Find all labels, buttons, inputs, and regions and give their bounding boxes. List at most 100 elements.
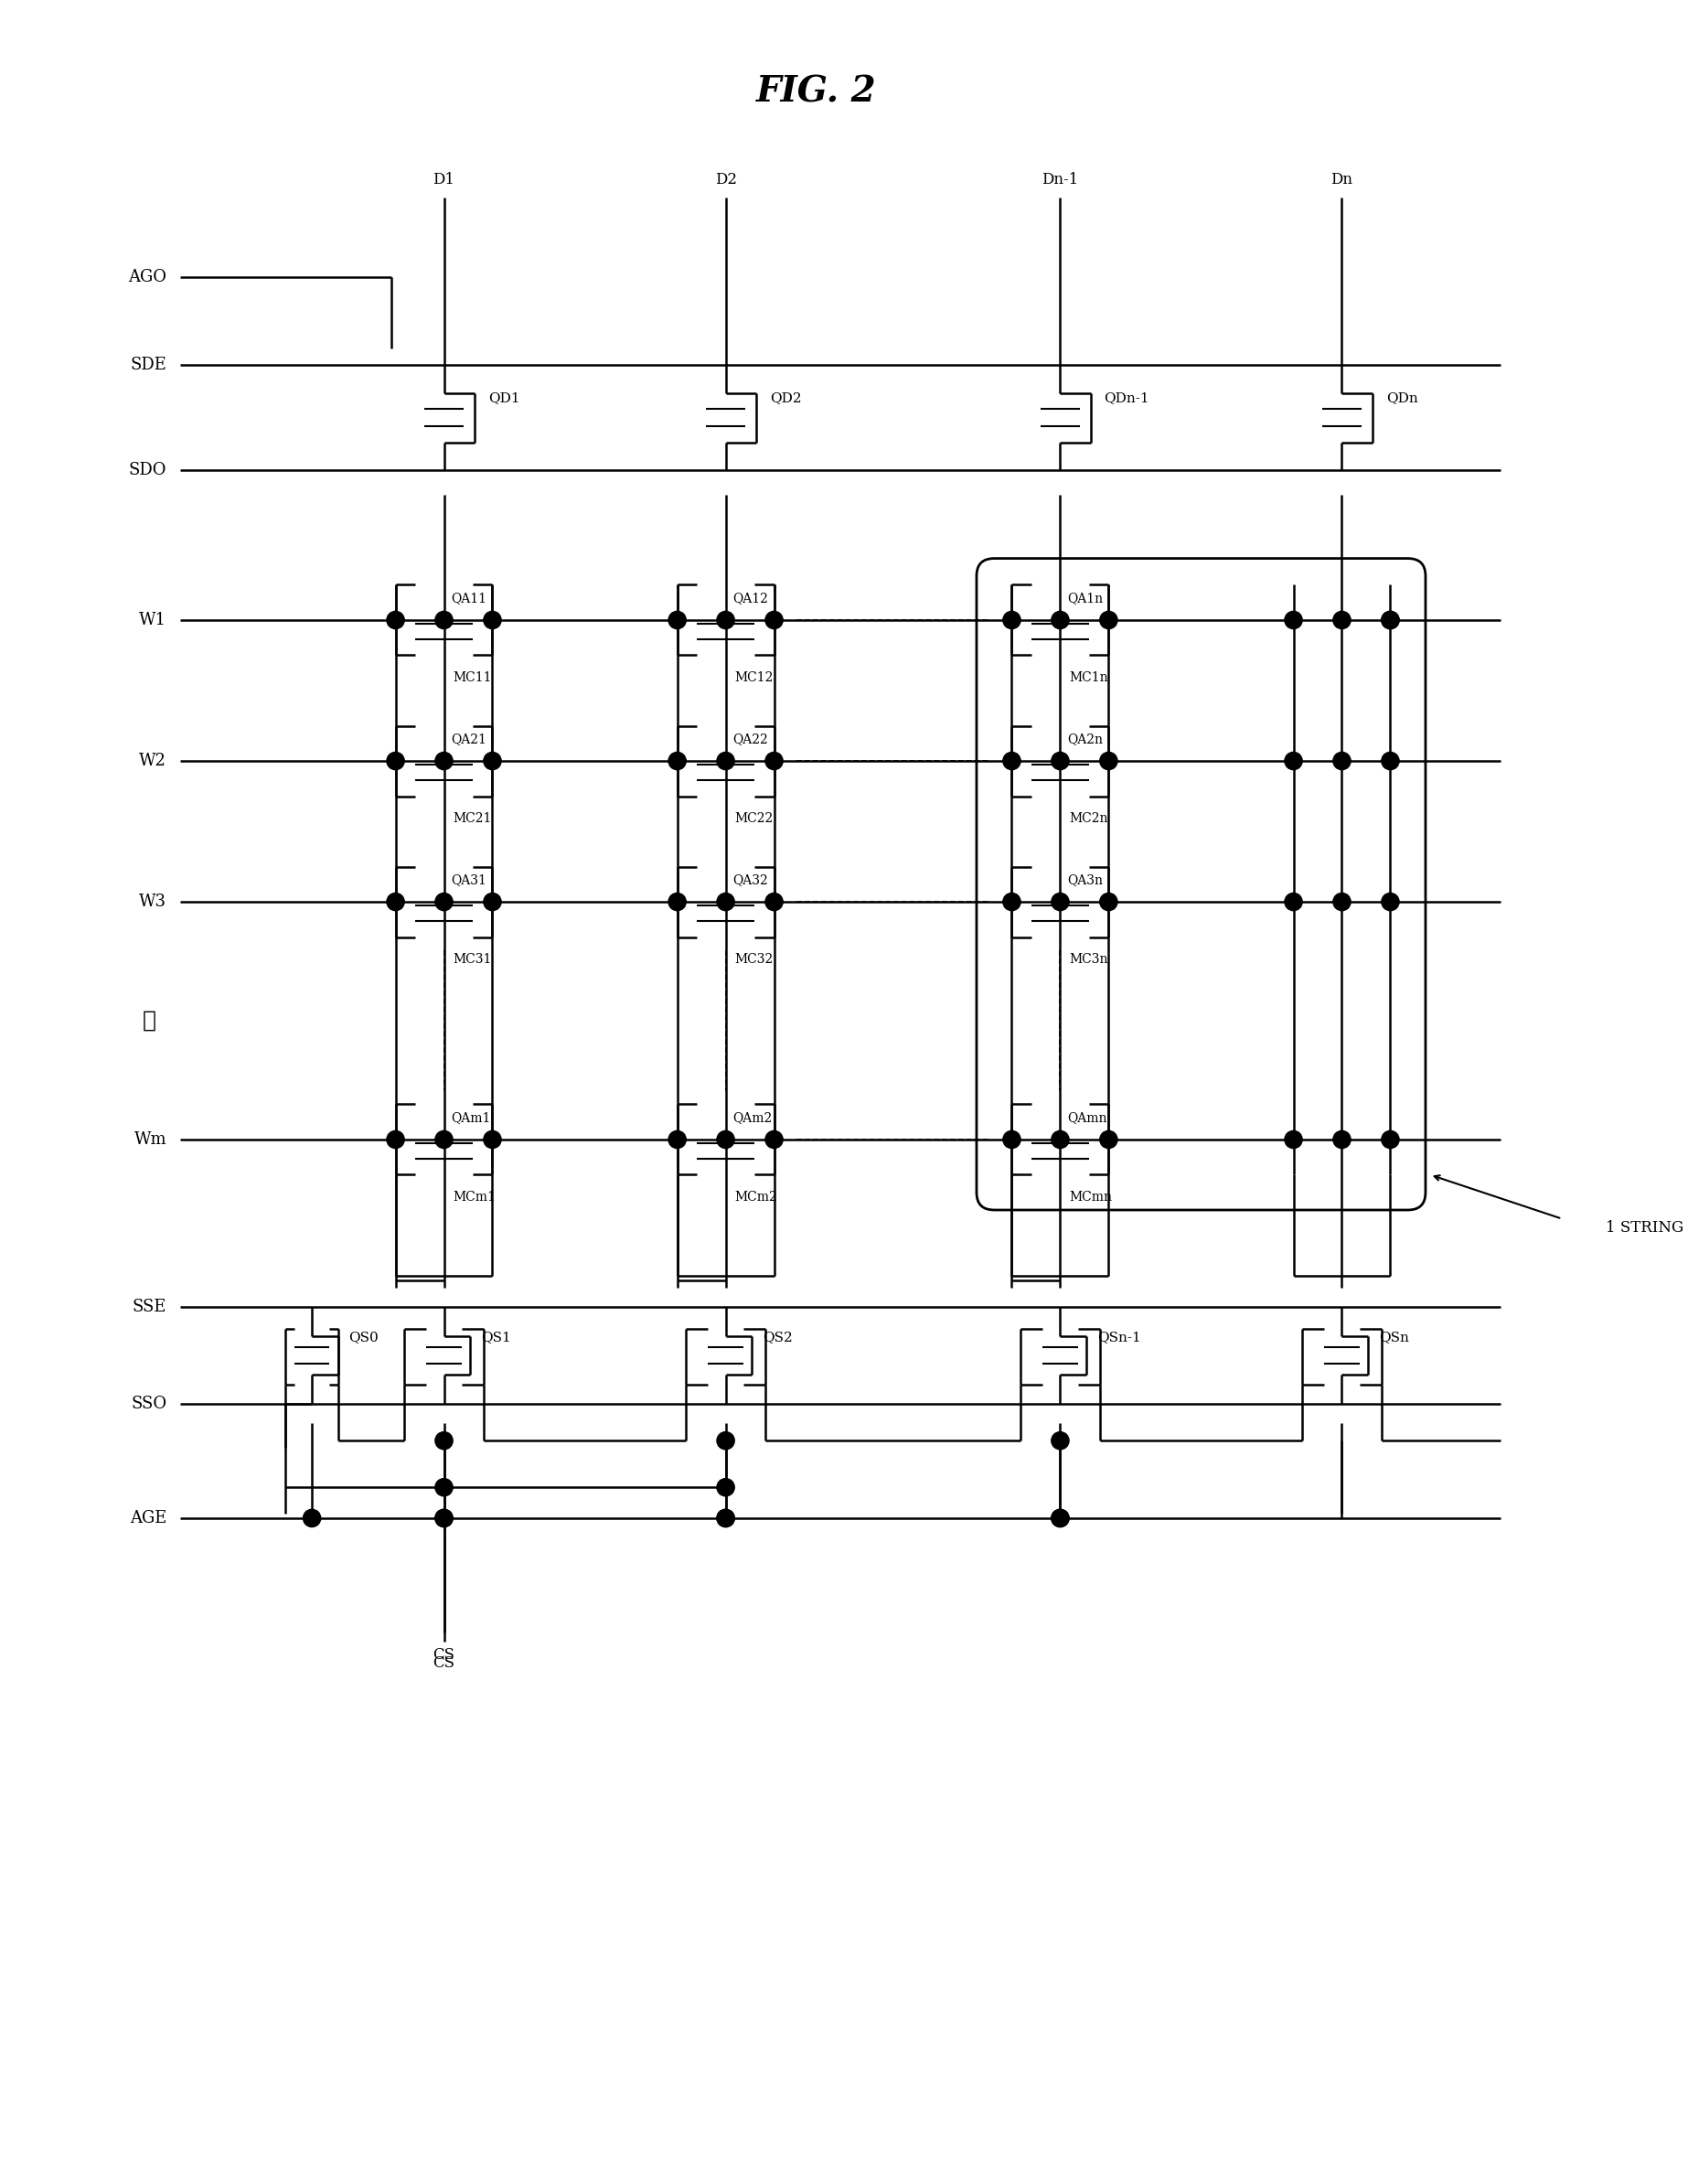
Circle shape: [765, 893, 783, 911]
Text: MC31: MC31: [452, 952, 491, 965]
Text: QA32: QA32: [733, 874, 768, 887]
Circle shape: [304, 1509, 321, 1527]
Circle shape: [1003, 1131, 1021, 1149]
Circle shape: [1101, 751, 1117, 769]
Text: QA2n: QA2n: [1067, 732, 1102, 745]
Circle shape: [1101, 893, 1117, 911]
Text: QSn-1: QSn-1: [1097, 1332, 1141, 1343]
Circle shape: [1285, 1131, 1301, 1149]
Text: QDn-1: QDn-1: [1104, 391, 1150, 404]
Circle shape: [1285, 893, 1301, 911]
Circle shape: [1003, 893, 1021, 911]
Circle shape: [717, 1509, 734, 1527]
Circle shape: [1381, 751, 1399, 769]
Text: QS1: QS1: [481, 1332, 511, 1343]
Circle shape: [1101, 612, 1117, 629]
Text: QAmn: QAmn: [1067, 1112, 1107, 1125]
Circle shape: [436, 1131, 452, 1149]
Text: AGE: AGE: [130, 1509, 167, 1527]
Circle shape: [436, 1509, 452, 1527]
Circle shape: [717, 1479, 734, 1496]
Text: MCmn: MCmn: [1069, 1190, 1112, 1203]
Text: SDO: SDO: [128, 463, 167, 478]
Text: MC21: MC21: [452, 812, 491, 826]
Circle shape: [1003, 612, 1021, 629]
Text: QA3n: QA3n: [1067, 874, 1102, 887]
Circle shape: [1052, 612, 1069, 629]
Circle shape: [1381, 1131, 1399, 1149]
Text: QA1n: QA1n: [1067, 592, 1102, 605]
Text: QD1: QD1: [488, 391, 520, 404]
Circle shape: [1052, 1509, 1069, 1527]
Text: D2: D2: [714, 173, 736, 188]
Circle shape: [1334, 612, 1350, 629]
Text: MC11: MC11: [452, 670, 491, 684]
Circle shape: [436, 893, 452, 911]
Circle shape: [1285, 612, 1301, 629]
Circle shape: [1381, 893, 1399, 911]
Text: QS2: QS2: [763, 1332, 793, 1343]
Circle shape: [765, 1131, 783, 1149]
Circle shape: [483, 893, 501, 911]
Text: AGO: AGO: [128, 269, 167, 284]
Circle shape: [1101, 1131, 1117, 1149]
Text: SDE: SDE: [130, 356, 167, 373]
Text: D1: D1: [434, 173, 456, 188]
Text: Dn: Dn: [1330, 173, 1352, 188]
Text: QS0: QS0: [349, 1332, 378, 1343]
Circle shape: [717, 612, 734, 629]
Text: W1: W1: [138, 612, 167, 629]
Text: MC3n: MC3n: [1069, 952, 1107, 965]
Circle shape: [483, 612, 501, 629]
Circle shape: [1052, 893, 1069, 911]
Text: MCm2: MCm2: [734, 1190, 776, 1203]
Circle shape: [765, 612, 783, 629]
Text: ⋮: ⋮: [142, 1011, 155, 1031]
Circle shape: [668, 893, 685, 911]
Circle shape: [717, 1509, 734, 1527]
Text: CS: CS: [434, 1655, 456, 1671]
Text: QD2: QD2: [770, 391, 802, 404]
Circle shape: [1334, 1131, 1350, 1149]
Text: QSn: QSn: [1379, 1332, 1409, 1343]
Circle shape: [1052, 1433, 1069, 1450]
Circle shape: [436, 1479, 452, 1496]
Text: FIG. 2: FIG. 2: [756, 74, 876, 109]
Circle shape: [717, 751, 734, 769]
Text: SSE: SSE: [132, 1299, 167, 1315]
Text: QA31: QA31: [451, 874, 486, 887]
Circle shape: [1334, 893, 1350, 911]
Circle shape: [1052, 1131, 1069, 1149]
Circle shape: [717, 893, 734, 911]
Circle shape: [483, 1131, 501, 1149]
Circle shape: [668, 751, 685, 769]
Circle shape: [387, 1131, 405, 1149]
Circle shape: [1381, 612, 1399, 629]
Circle shape: [765, 751, 783, 769]
Circle shape: [483, 751, 501, 769]
Text: W3: W3: [138, 893, 167, 911]
Text: MC1n: MC1n: [1069, 670, 1107, 684]
Circle shape: [1052, 751, 1069, 769]
Circle shape: [668, 1131, 685, 1149]
Text: QA21: QA21: [451, 732, 486, 745]
Text: SSO: SSO: [132, 1396, 167, 1411]
Circle shape: [436, 751, 452, 769]
Text: QA11: QA11: [451, 592, 486, 605]
Text: QAm2: QAm2: [733, 1112, 773, 1125]
Text: Dn-1: Dn-1: [1041, 173, 1079, 188]
Text: MC22: MC22: [734, 812, 773, 826]
Text: 1 STRING: 1 STRING: [1605, 1221, 1685, 1236]
Text: MCm1: MCm1: [452, 1190, 496, 1203]
Circle shape: [387, 751, 405, 769]
Circle shape: [436, 612, 452, 629]
Text: CS: CS: [434, 1647, 456, 1662]
Circle shape: [668, 612, 685, 629]
Circle shape: [1381, 612, 1399, 629]
Text: Wm: Wm: [133, 1131, 167, 1149]
Text: W2: W2: [140, 753, 167, 769]
Text: QDn: QDn: [1386, 391, 1418, 404]
Circle shape: [1052, 1509, 1069, 1527]
Circle shape: [436, 1509, 452, 1527]
Text: QAm1: QAm1: [451, 1112, 491, 1125]
